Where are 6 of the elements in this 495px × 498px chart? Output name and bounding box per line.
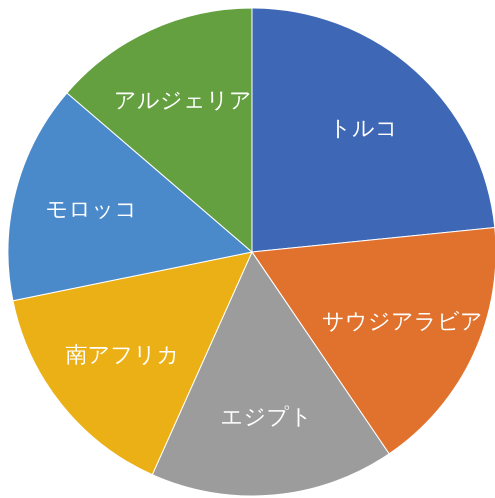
slice-label: モロッコ [45, 198, 138, 223]
slice-label: エジプト [220, 404, 313, 430]
slice-label: トルコ [328, 116, 398, 142]
slice-label: サウジアラビア [322, 310, 483, 335]
slice-label: アルジェリア [114, 88, 252, 114]
slice-label: 南アフリカ [66, 343, 180, 368]
